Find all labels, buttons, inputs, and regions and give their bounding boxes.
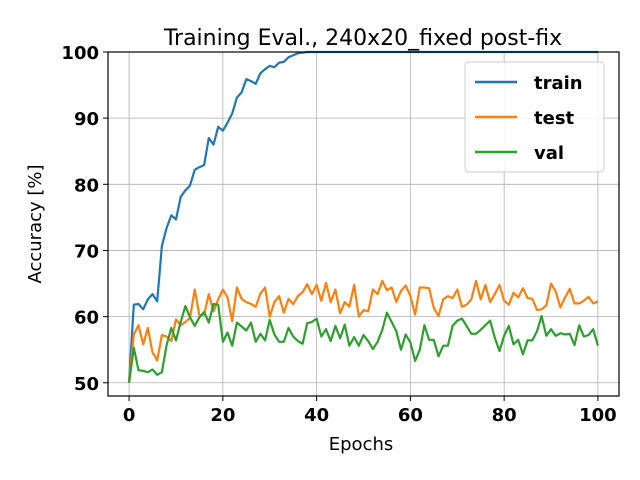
y-axis-label: Accuracy [%] xyxy=(25,164,46,283)
legend: train test val xyxy=(464,61,605,173)
x-tick-label: 40 xyxy=(304,405,329,426)
y-tick-label: 90 xyxy=(74,109,99,130)
legend-label-val: val xyxy=(534,143,564,164)
y-tick-label: 100 xyxy=(61,43,99,64)
x-tick-label: 20 xyxy=(210,405,235,426)
series-line-val xyxy=(128,302,599,383)
series-line-test xyxy=(128,279,599,382)
legend-label-train: train xyxy=(534,73,583,94)
x-axis-label: Epochs xyxy=(329,434,394,455)
ticks: 0 20 40 60 80 100 50 60 70 80 90 100 xyxy=(61,43,616,426)
legend-label-test: test xyxy=(534,108,575,129)
x-tick-label: 100 xyxy=(579,405,617,426)
y-tick-label: 50 xyxy=(74,374,99,395)
x-tick-label: 80 xyxy=(492,405,517,426)
y-tick-label: 60 xyxy=(74,308,99,329)
y-tick-label: 80 xyxy=(74,175,99,196)
plot-frame xyxy=(107,51,620,397)
x-tick-label: 60 xyxy=(398,405,423,426)
chart-title: Training Eval., 240x20_fixed post-fix xyxy=(163,26,562,51)
x-tick-label: 0 xyxy=(123,405,136,426)
legend-box xyxy=(464,61,605,173)
y-tick-label: 70 xyxy=(74,241,99,262)
